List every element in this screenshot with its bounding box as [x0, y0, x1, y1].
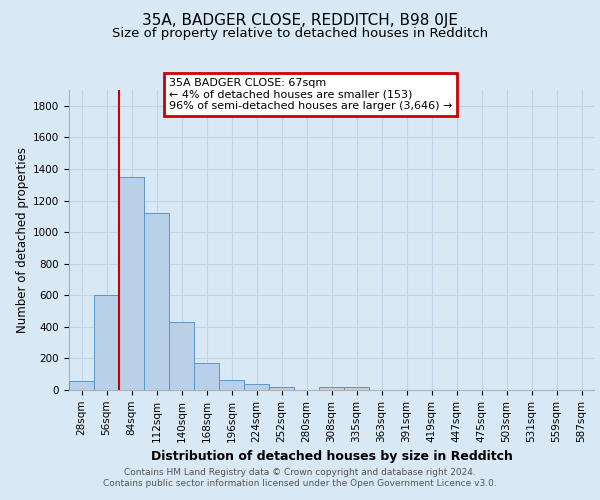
Bar — [94, 296, 119, 390]
Bar — [244, 384, 269, 390]
Text: 35A, BADGER CLOSE, REDDITCH, B98 0JE: 35A, BADGER CLOSE, REDDITCH, B98 0JE — [142, 12, 458, 28]
Text: 35A BADGER CLOSE: 67sqm
← 4% of detached houses are smaller (153)
96% of semi-de: 35A BADGER CLOSE: 67sqm ← 4% of detached… — [169, 78, 452, 111]
X-axis label: Distribution of detached houses by size in Redditch: Distribution of detached houses by size … — [151, 450, 512, 463]
Text: Size of property relative to detached houses in Redditch: Size of property relative to detached ho… — [112, 28, 488, 40]
Bar — [119, 177, 144, 390]
Bar — [344, 387, 369, 390]
Bar — [269, 387, 294, 390]
Bar — [169, 322, 194, 390]
Bar — [194, 363, 219, 390]
Bar — [144, 213, 169, 390]
Bar — [69, 382, 94, 390]
Text: Contains HM Land Registry data © Crown copyright and database right 2024.
Contai: Contains HM Land Registry data © Crown c… — [103, 468, 497, 487]
Y-axis label: Number of detached properties: Number of detached properties — [16, 147, 29, 333]
Bar — [319, 387, 344, 390]
Bar — [219, 380, 244, 390]
